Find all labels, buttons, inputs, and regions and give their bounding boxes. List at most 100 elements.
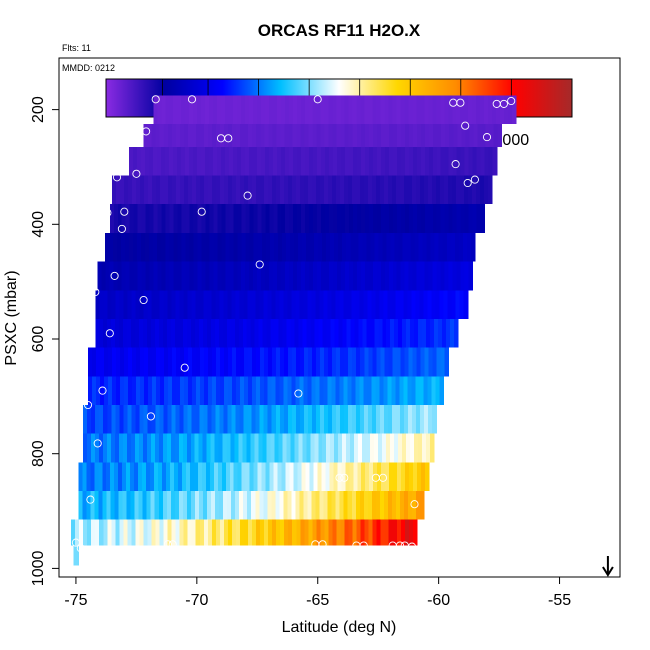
heatmap-cell: [289, 261, 294, 291]
y-tick-label: 1000: [30, 550, 47, 586]
heatmap-cell: [113, 261, 119, 291]
heatmap-cell: [293, 204, 298, 233]
heatmap-cell: [149, 261, 155, 291]
heatmap-cell: [229, 95, 234, 124]
heatmap-cell: [363, 290, 369, 319]
heatmap-cell: [167, 123, 173, 147]
heatmap-cell: [406, 318, 411, 348]
heatmap-cell: [375, 490, 381, 520]
heatmap-cell: [314, 318, 320, 348]
heatmap-cell: [133, 261, 139, 291]
heatmap-cell: [205, 261, 210, 291]
heatmap-cell: [177, 232, 182, 262]
heatmap-cell: [155, 519, 161, 546]
heatmap-cell: [154, 490, 160, 520]
heatmap-cell: [368, 123, 374, 147]
heatmap-cell: [229, 232, 235, 262]
heatmap-cell: [211, 376, 217, 405]
heatmap-cell: [207, 123, 213, 147]
heatmap-cell: [112, 347, 117, 377]
heatmap-cell: [363, 175, 369, 205]
heatmap-cell: [237, 95, 242, 124]
heatmap-cell: [355, 490, 361, 520]
heatmap-cell: [400, 490, 405, 520]
heatmap-cell: [255, 290, 261, 319]
heatmap-cell: [91, 519, 96, 546]
heatmap-cell: [373, 462, 378, 491]
heatmap-cell: [392, 204, 398, 233]
heatmap-cell: [443, 290, 449, 319]
heatmap-cell: [214, 433, 220, 463]
heatmap-cell: [175, 519, 181, 546]
heatmap-cell: [276, 95, 282, 124]
heatmap-cell: [257, 232, 263, 262]
heatmap-cell: [216, 347, 221, 377]
heatmap-cell: [227, 290, 233, 319]
heatmap-cell: [131, 376, 137, 405]
heatmap-cell: [378, 433, 383, 463]
heatmap-cell: [187, 376, 193, 405]
heatmap-cell: [311, 290, 317, 319]
heatmap-cell: [142, 490, 148, 520]
heatmap-cell: [256, 146, 262, 176]
heatmap-cell: [341, 462, 346, 491]
heatmap-cell: [284, 95, 290, 124]
heatmap-cell: [440, 347, 445, 377]
heatmap-cell: [251, 490, 256, 520]
heatmap-cell: [364, 123, 370, 147]
heatmap-cell: [276, 123, 281, 147]
heatmap-cell: [79, 519, 84, 546]
heatmap-cell: [171, 123, 177, 147]
heatmap-cell: [315, 376, 321, 405]
heatmap-cell: [405, 123, 410, 147]
heatmap-cell: [332, 123, 338, 147]
heatmap-cell: [178, 490, 184, 520]
heatmap-cell: [475, 175, 481, 205]
heatmap-cell: [362, 232, 367, 262]
heatmap-cell: [259, 404, 265, 434]
heatmap-cell: [201, 462, 207, 491]
heatmap-cell: [252, 95, 258, 124]
heatmap-cell: [340, 95, 346, 124]
heatmap-cell: [466, 232, 472, 262]
heatmap-cell: [315, 290, 321, 319]
heatmap-cell: [223, 519, 229, 546]
heatmap-cell: [235, 404, 241, 434]
heatmap-cell: [185, 462, 191, 491]
heatmap-cell: [463, 175, 469, 205]
heatmap-cell: [107, 290, 112, 319]
x-axis: -75 -70 -65 -60 -55: [64, 576, 571, 609]
heatmap-cell: [343, 490, 349, 520]
heatmap-cell: [296, 146, 302, 176]
heatmap-cell: [250, 318, 256, 348]
heatmap-cell: [204, 175, 209, 205]
heatmap-cell: [356, 519, 362, 546]
heatmap-cell: [319, 290, 325, 319]
heatmap-cell: [130, 462, 135, 491]
heatmap-cell: [364, 95, 370, 124]
heatmap-cell: [143, 290, 148, 319]
heatmap-cell: [375, 175, 381, 205]
heatmap-cell: [96, 347, 101, 377]
heatmap-cell: [404, 146, 410, 176]
heatmap-cell: [264, 123, 269, 147]
heatmap-cell: [103, 404, 108, 434]
heatmap-cell: [320, 175, 325, 205]
heatmap-cell: [131, 404, 136, 434]
heatmap-cell: [302, 433, 307, 463]
heatmap-cell: [309, 204, 314, 233]
heatmap-cell: [241, 462, 247, 491]
heatmap-cell: [149, 204, 155, 233]
heatmap-cell: [454, 318, 459, 348]
heatmap-cell: [121, 232, 126, 262]
heatmap-cell: [322, 232, 327, 262]
heatmap-cell: [367, 376, 373, 405]
heatmap-cell: [324, 261, 330, 291]
heatmap-cell: [193, 204, 199, 233]
heatmap-cell: [221, 261, 226, 291]
heatmap-cell: [152, 347, 157, 377]
heatmap-cell: [161, 204, 167, 233]
heatmap-cell: [388, 204, 394, 233]
heatmap-cell: [304, 95, 310, 124]
